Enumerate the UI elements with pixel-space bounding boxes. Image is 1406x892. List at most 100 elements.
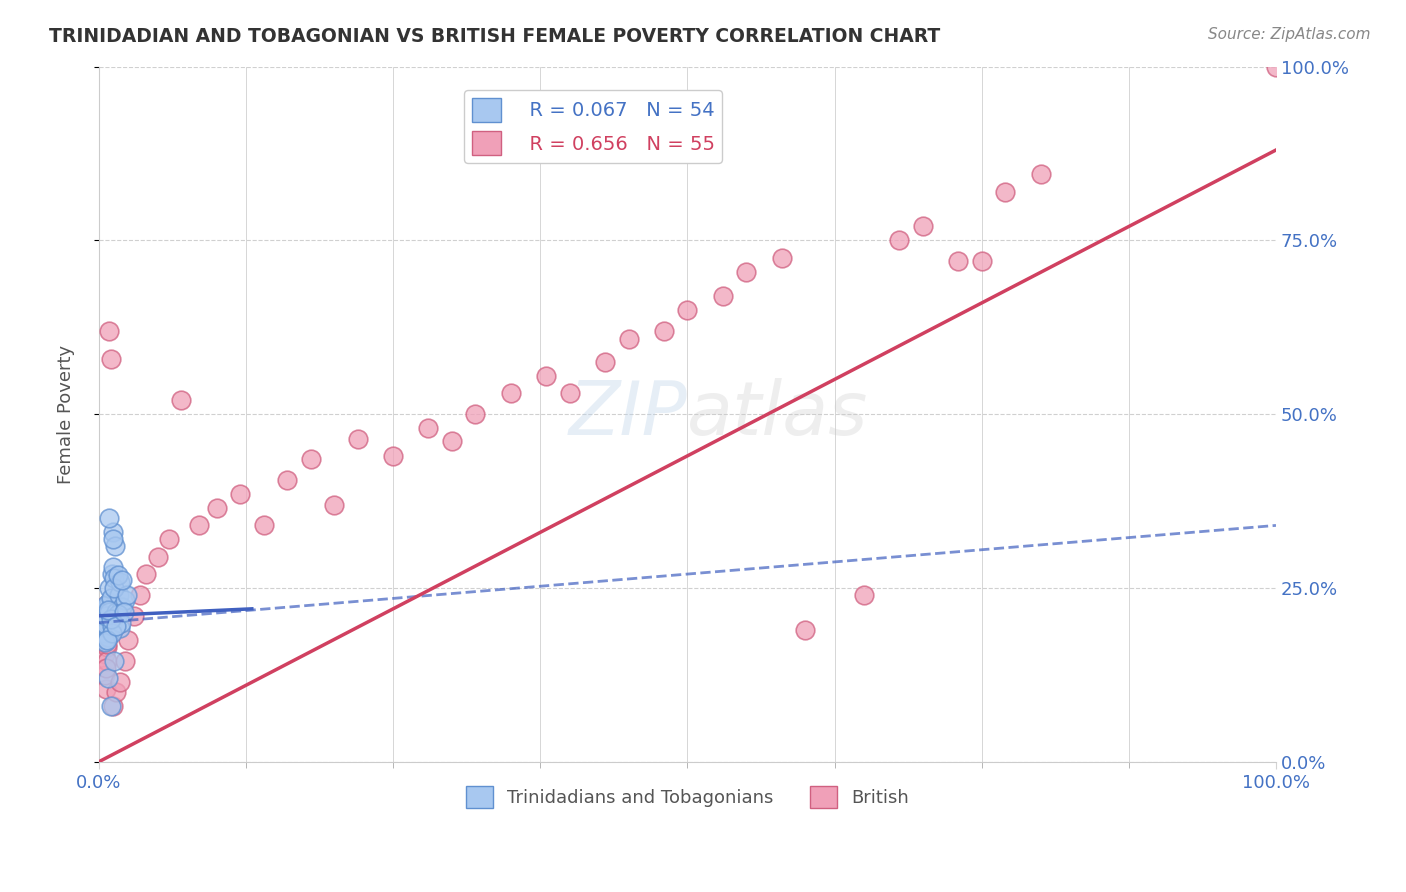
Point — [440, 434, 463, 448]
Point — [103, 581, 125, 595]
Point — [464, 407, 486, 421]
Point — [735, 265, 758, 279]
Text: atlas: atlas — [688, 378, 869, 450]
Point — [93, 633, 115, 648]
Point — [94, 661, 117, 675]
Point — [103, 570, 125, 584]
Point — [187, 518, 209, 533]
Text: TRINIDADIAN AND TOBAGONIAN VS BRITISH FEMALE POVERTY CORRELATION CHART: TRINIDADIAN AND TOBAGONIAN VS BRITISH FE… — [49, 27, 941, 45]
Point — [98, 595, 121, 609]
Point — [115, 588, 138, 602]
Point — [103, 654, 125, 668]
Point — [107, 607, 129, 622]
Point — [100, 605, 122, 619]
Point — [98, 581, 121, 595]
Point — [96, 654, 118, 668]
Point — [94, 608, 117, 623]
Point — [100, 619, 122, 633]
Point — [770, 251, 793, 265]
Point — [107, 588, 129, 602]
Point — [101, 533, 124, 547]
Point — [970, 254, 993, 268]
Point — [229, 487, 252, 501]
Point — [93, 617, 115, 632]
Point — [794, 623, 817, 637]
Point — [97, 603, 120, 617]
Point — [117, 633, 139, 648]
Point — [111, 600, 134, 615]
Point — [98, 605, 121, 619]
Point — [122, 608, 145, 623]
Point — [98, 324, 121, 338]
Point — [100, 699, 122, 714]
Y-axis label: Female Poverty: Female Poverty — [58, 344, 75, 483]
Point — [93, 619, 115, 633]
Point — [94, 612, 117, 626]
Point — [94, 602, 117, 616]
Point — [911, 219, 934, 234]
Point — [101, 560, 124, 574]
Point — [96, 633, 118, 648]
Point — [499, 386, 522, 401]
Point — [135, 567, 157, 582]
Point — [96, 621, 118, 635]
Point — [96, 599, 118, 613]
Point — [205, 501, 228, 516]
Point — [94, 608, 117, 623]
Point — [114, 593, 136, 607]
Point — [346, 432, 368, 446]
Point — [676, 302, 699, 317]
Point — [93, 615, 115, 630]
Point — [94, 599, 117, 613]
Point — [94, 633, 117, 648]
Point — [108, 621, 131, 635]
Point — [93, 647, 115, 661]
Point — [100, 591, 122, 606]
Point — [157, 533, 180, 547]
Point — [617, 332, 640, 346]
Point — [96, 626, 118, 640]
Point — [534, 368, 557, 383]
Point — [97, 612, 120, 626]
Point — [100, 567, 122, 582]
Point — [96, 637, 118, 651]
Legend: Trinidadians and Tobagonians, British: Trinidadians and Tobagonians, British — [458, 779, 917, 815]
Point — [93, 635, 115, 649]
Point — [101, 699, 124, 714]
Point — [96, 615, 118, 630]
Point — [100, 626, 122, 640]
Point — [382, 449, 405, 463]
Point — [94, 599, 117, 613]
Point — [652, 324, 675, 338]
Point — [1029, 167, 1052, 181]
Point — [299, 452, 322, 467]
Point — [146, 549, 169, 564]
Point — [852, 588, 875, 602]
Text: Source: ZipAtlas.com: Source: ZipAtlas.com — [1208, 27, 1371, 42]
Point — [96, 640, 118, 654]
Point — [97, 605, 120, 619]
Point — [889, 233, 911, 247]
Point — [252, 518, 274, 533]
Point — [111, 573, 134, 587]
Point — [97, 630, 120, 644]
Point — [276, 473, 298, 487]
Point — [94, 612, 117, 626]
Point — [946, 254, 969, 268]
Point — [101, 525, 124, 540]
Point — [105, 605, 128, 619]
Point — [105, 619, 128, 633]
Point — [93, 668, 115, 682]
Point — [97, 630, 120, 644]
Point — [108, 575, 131, 590]
Point — [97, 619, 120, 633]
Point — [593, 355, 616, 369]
Point — [108, 674, 131, 689]
Point — [97, 671, 120, 685]
Point — [100, 351, 122, 366]
Point — [110, 615, 132, 630]
Point — [93, 626, 115, 640]
Point — [711, 289, 734, 303]
Point — [558, 386, 581, 401]
Point — [98, 511, 121, 525]
